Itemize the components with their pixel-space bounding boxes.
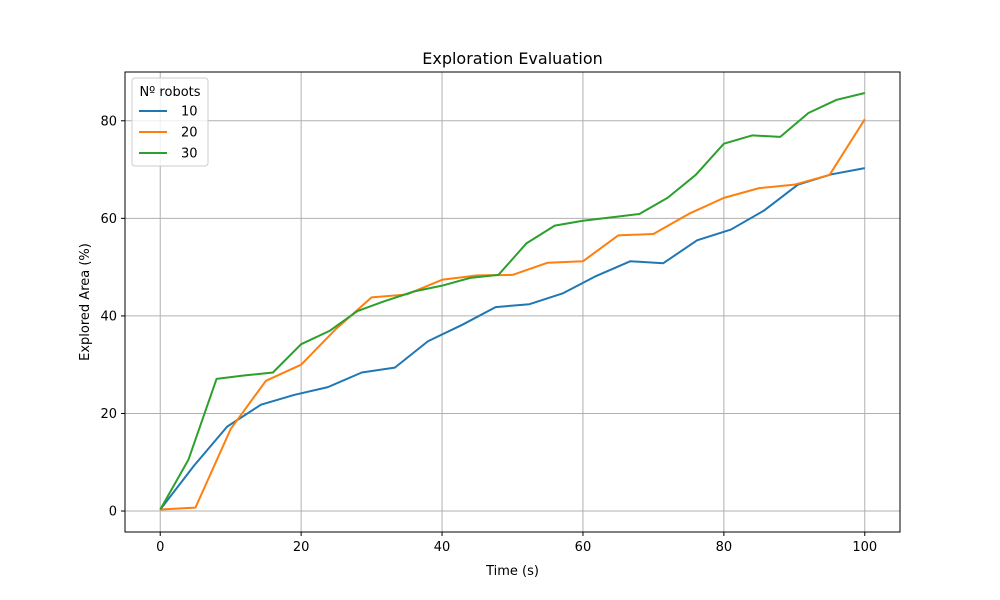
legend-box	[131, 77, 209, 167]
legend: Nº robots 10 20 30	[131, 77, 209, 167]
x-tick-label: 0	[156, 540, 164, 555]
legend-label-20: 20	[181, 126, 198, 141]
y-axis-title: Explored Area (%)	[78, 243, 93, 361]
legend-title: Nº robots	[139, 85, 200, 100]
legend-label-10: 10	[181, 105, 198, 120]
series-line-10	[159, 167, 865, 511]
y-tick-label: 40	[100, 309, 117, 324]
chart-title: Exploration Evaluation	[422, 49, 603, 68]
y-tick-label: 0	[109, 505, 117, 520]
x-tick-label: 80	[716, 540, 733, 555]
x-tick-label: 60	[575, 540, 592, 555]
x-tick-label: 20	[293, 540, 310, 555]
x-tick-label: 100	[852, 540, 877, 555]
legend-label-30: 30	[181, 147, 198, 162]
y-tick-label: 80	[100, 114, 117, 129]
grid	[125, 72, 900, 532]
series-line-30	[159, 92, 866, 511]
plot-area	[124, 71, 901, 533]
axis-ticks: 0 20 40 60 80 100 0 20 40 60 80	[100, 114, 877, 555]
x-axis-title: Time (s)	[485, 564, 539, 579]
x-tick-label: 40	[434, 540, 451, 555]
series-lines	[159, 92, 866, 511]
series-line-20	[160, 118, 866, 511]
y-tick-label: 60	[100, 212, 117, 227]
y-tick-label: 20	[100, 407, 117, 422]
